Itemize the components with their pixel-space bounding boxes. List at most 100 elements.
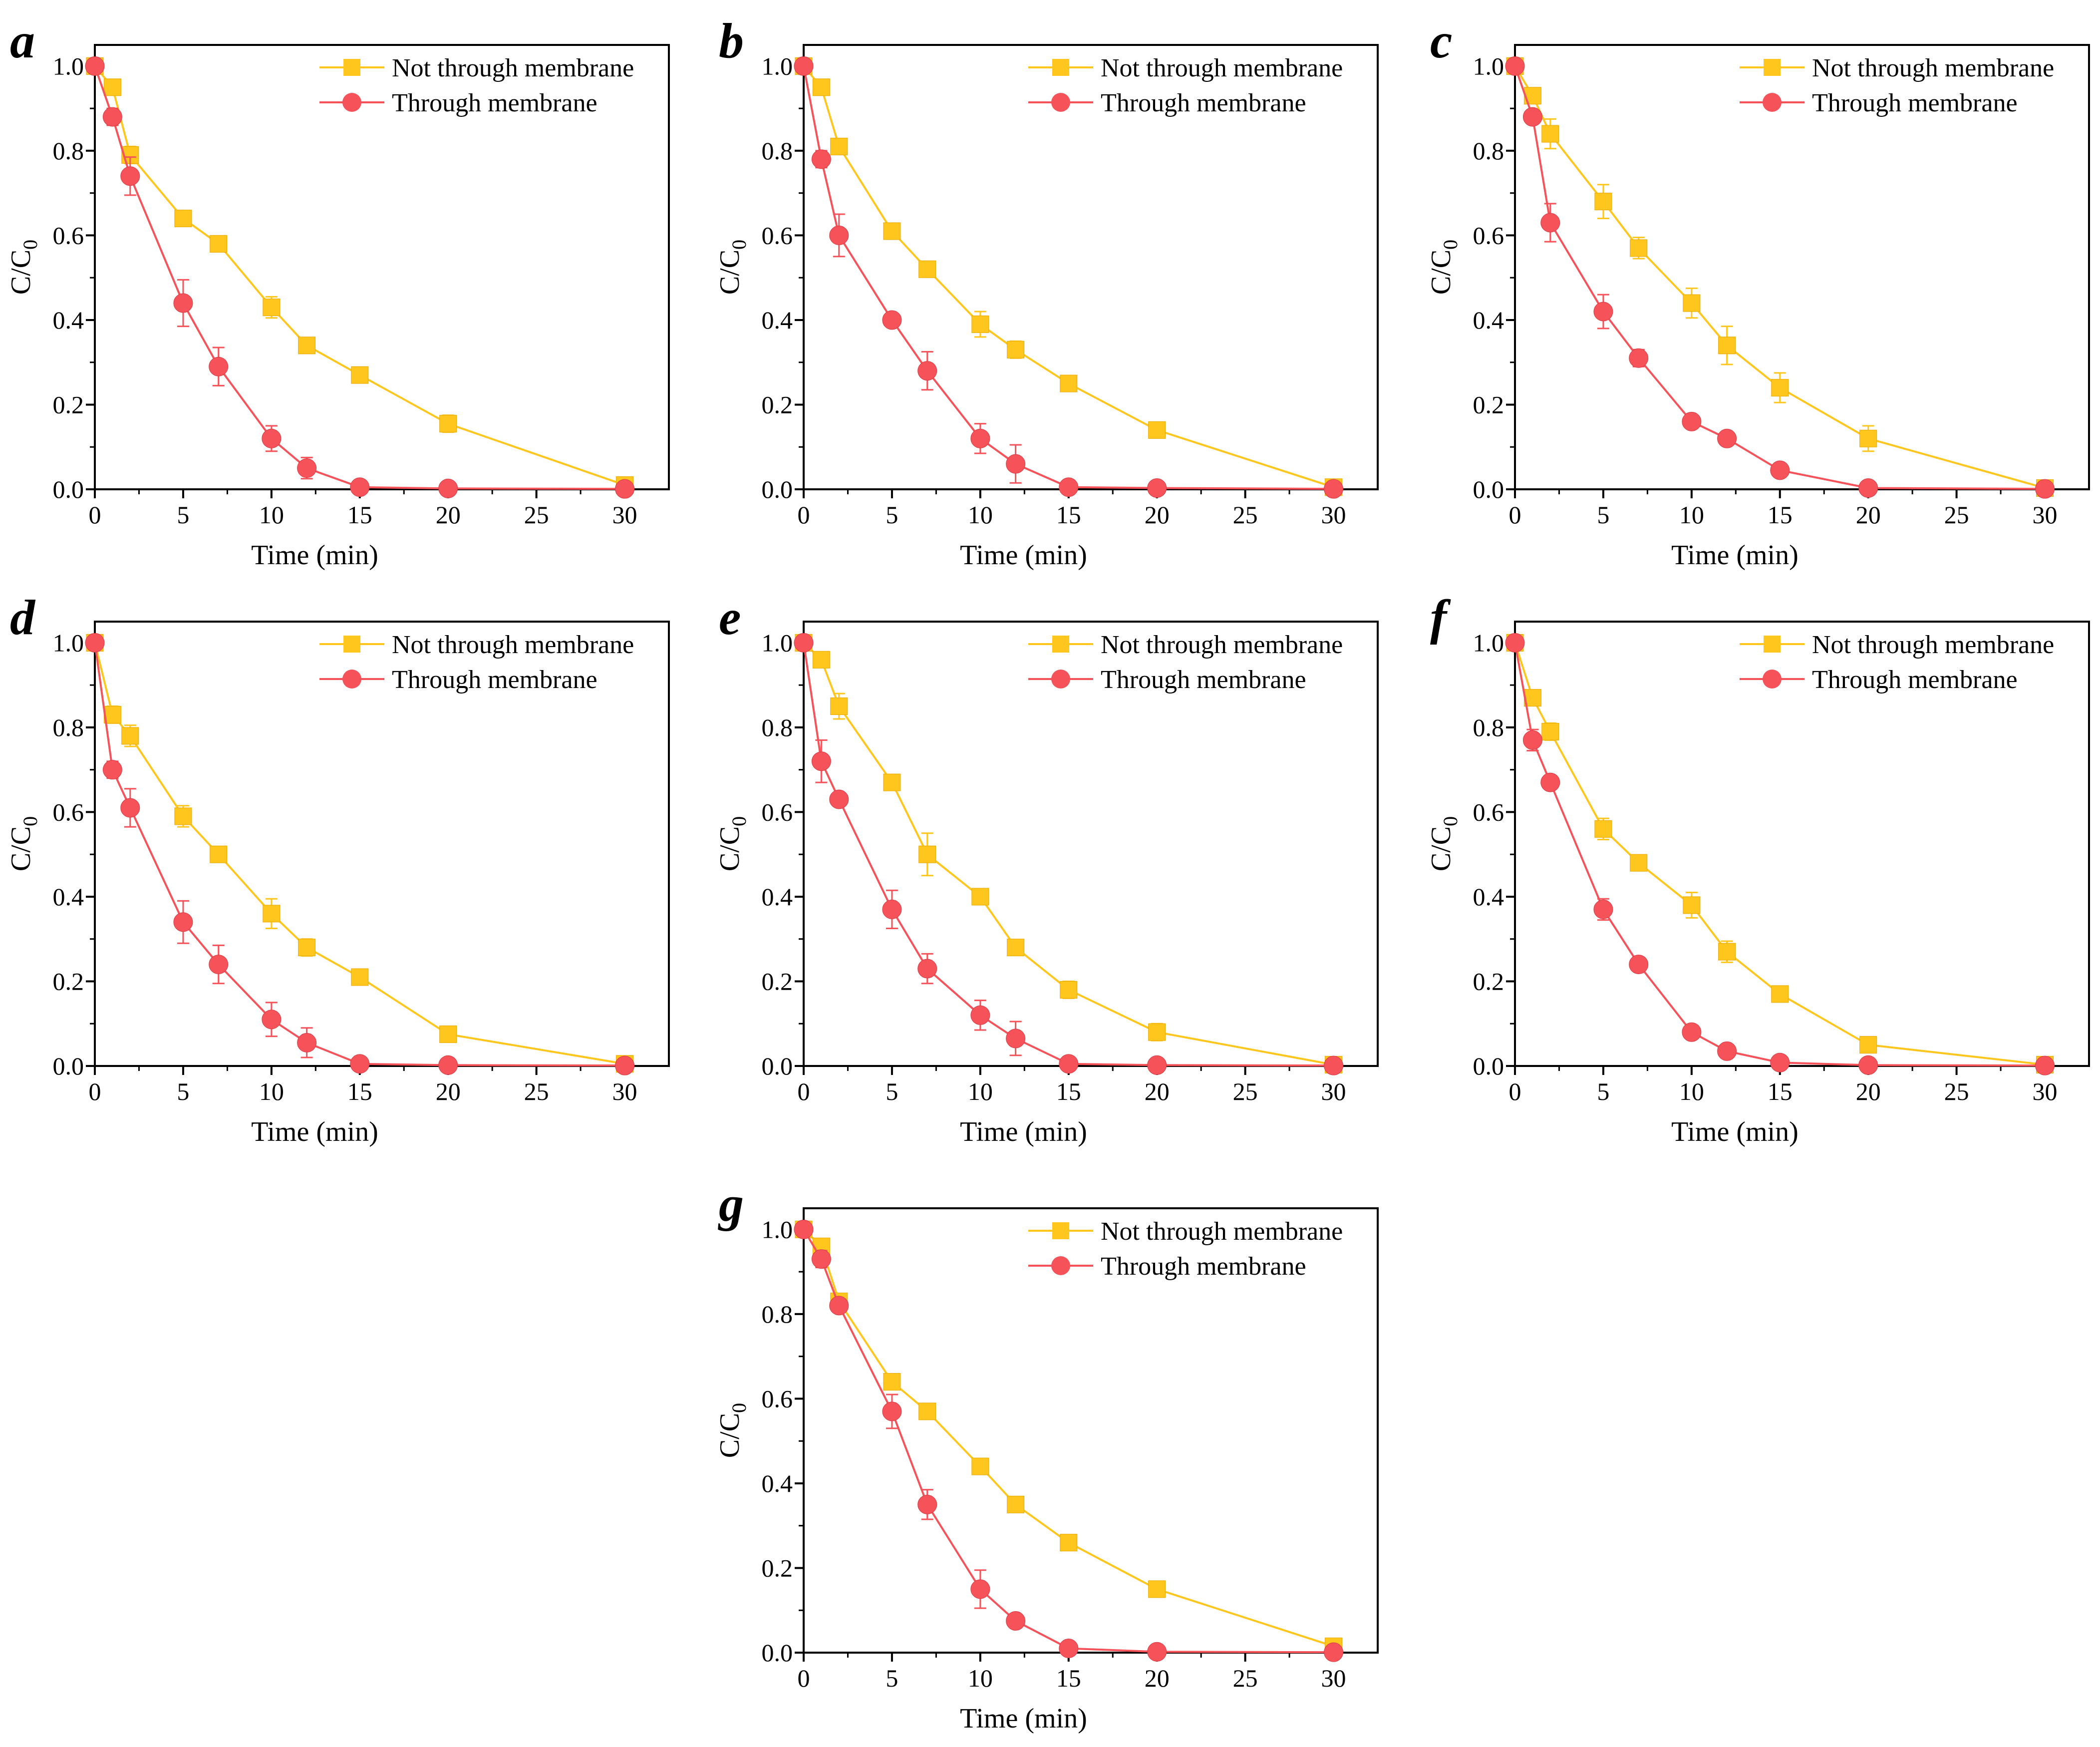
x-tick-label: 10 <box>259 1077 284 1105</box>
x-tick-label: 15 <box>1768 501 1793 529</box>
y-tick-label: 0.0 <box>762 1639 793 1667</box>
series-line-through <box>803 66 1334 490</box>
series-line-not_through <box>94 65 625 486</box>
data-point-circle <box>811 751 831 771</box>
y-tick-label: 0.8 <box>762 713 793 741</box>
data-point-circle <box>2035 1055 2055 1075</box>
legend-label-through: Through membrane <box>1812 89 2018 117</box>
data-point-circle <box>794 633 814 653</box>
legend-marker-square <box>1052 636 1069 653</box>
legend-marker-circle <box>342 93 361 112</box>
y-axis-label-subscript: 0 <box>728 1403 750 1413</box>
x-tick-label: 10 <box>968 1077 993 1105</box>
y-axis-label: C/C0 <box>714 816 750 871</box>
data-point-circle <box>615 1055 635 1075</box>
panel-e: 0 5 10 15 20 25 30 0.0 0.2 0.4 0.6 0.8 1.0 Time (min)… <box>714 590 1379 1147</box>
data-point-circle <box>811 149 831 169</box>
series-line-through <box>94 65 625 490</box>
data-point-circle <box>970 428 990 448</box>
data-point-square <box>1007 341 1025 358</box>
legend-label-through: Through membrane <box>392 666 598 694</box>
plot-frame <box>803 44 1379 490</box>
y-tick-label: 0.0 <box>1473 475 1504 503</box>
data-point-circle <box>438 1055 458 1075</box>
x-tick-label: 5 <box>886 501 898 529</box>
series-line-not_through <box>94 642 625 1065</box>
data-point-circle <box>102 760 122 780</box>
data-point-square <box>210 845 228 863</box>
legend-marker-circle <box>1763 670 1782 689</box>
y-tick-label: 0.4 <box>762 883 793 911</box>
data-point-circle <box>1858 1055 1878 1075</box>
data-point-circle <box>1522 107 1542 127</box>
legend-marker-circle <box>1763 93 1782 112</box>
x-tick-label: 10 <box>968 501 993 529</box>
data-point-circle <box>1147 1055 1167 1075</box>
x-tick-label: 25 <box>1233 1077 1258 1105</box>
data-point-circle <box>1006 454 1026 474</box>
data-point-square <box>1148 1580 1166 1598</box>
x-axis-label: Time (min) <box>251 1116 378 1147</box>
legend-marker-circle <box>1051 670 1070 689</box>
legend-marker-square <box>1764 59 1781 76</box>
y-tick-label: 0.2 <box>53 967 84 995</box>
data-point-square <box>210 235 228 253</box>
x-tick-label: 15 <box>347 1077 372 1105</box>
x-tick-label: 15 <box>1056 501 1081 529</box>
data-point-square <box>103 705 121 723</box>
data-point-circle <box>970 1579 990 1599</box>
x-tick-label: 30 <box>1321 1664 1346 1692</box>
data-point-circle <box>1858 478 1878 498</box>
data-point-circle <box>1324 479 1344 499</box>
y-tick-label: 0.0 <box>1473 1052 1504 1080</box>
data-point-square <box>918 1402 936 1420</box>
x-tick-label: 0 <box>89 1077 101 1105</box>
y-axis-label: C/C0 <box>714 240 750 295</box>
y-axis-label-subscript: 0 <box>1439 240 1462 250</box>
y-tick-label: 1.0 <box>53 52 84 80</box>
y-tick-label: 0.2 <box>1473 967 1504 995</box>
y-axis-label: C/C0 <box>714 1403 750 1458</box>
legend-label-through: Through membrane <box>1101 1252 1306 1281</box>
panel-f: 0 5 10 15 20 25 30 0.0 0.2 0.4 0.6 0.8 1.0 Time (min)… <box>1426 590 2090 1147</box>
data-point-square <box>1771 379 1789 397</box>
panel-letter: f <box>1430 590 1451 645</box>
data-point-circle <box>1717 428 1737 448</box>
data-point-square <box>883 773 901 791</box>
data-point-square <box>883 1373 901 1391</box>
legend-label-through: Through membrane <box>1101 666 1306 694</box>
data-point-square <box>1683 896 1701 914</box>
y-tick-label: 0.2 <box>762 967 793 995</box>
plot-frame <box>94 44 670 490</box>
legend-label-through: Through membrane <box>1101 89 1306 117</box>
x-tick-label: 10 <box>968 1664 993 1692</box>
legend-label-not-through: Not through membrane <box>392 631 634 659</box>
data-point-square <box>830 698 848 715</box>
y-tick-label: 0.6 <box>1473 798 1504 826</box>
legend-label-not-through: Not through membrane <box>1101 1217 1343 1246</box>
data-point-square <box>1718 943 1736 961</box>
data-point-circle <box>1717 1041 1737 1061</box>
data-point-circle <box>1682 411 1702 431</box>
data-point-square <box>812 78 830 96</box>
x-tick-label: 10 <box>1679 501 1704 529</box>
x-tick-label: 5 <box>886 1664 898 1692</box>
data-point-square <box>971 888 989 906</box>
data-point-square <box>971 1457 989 1475</box>
x-tick-label: 0 <box>798 501 810 529</box>
series-line-not_through <box>1514 642 2045 1066</box>
data-point-square <box>1541 125 1559 143</box>
y-tick-label: 1.0 <box>762 629 793 657</box>
data-point-circle <box>1522 730 1542 750</box>
data-point-circle <box>120 798 140 818</box>
y-axis-label-subscript: 0 <box>19 816 41 826</box>
y-axis-label: C/C0 <box>5 240 41 295</box>
legend-label-not-through: Not through membrane <box>392 54 634 82</box>
data-point-square <box>439 1025 457 1043</box>
data-point-square <box>298 337 316 354</box>
series-line-through <box>1514 643 2045 1067</box>
x-tick-label: 30 <box>2033 1077 2058 1105</box>
data-point-square <box>1859 1036 1877 1054</box>
data-point-circle <box>917 959 937 979</box>
